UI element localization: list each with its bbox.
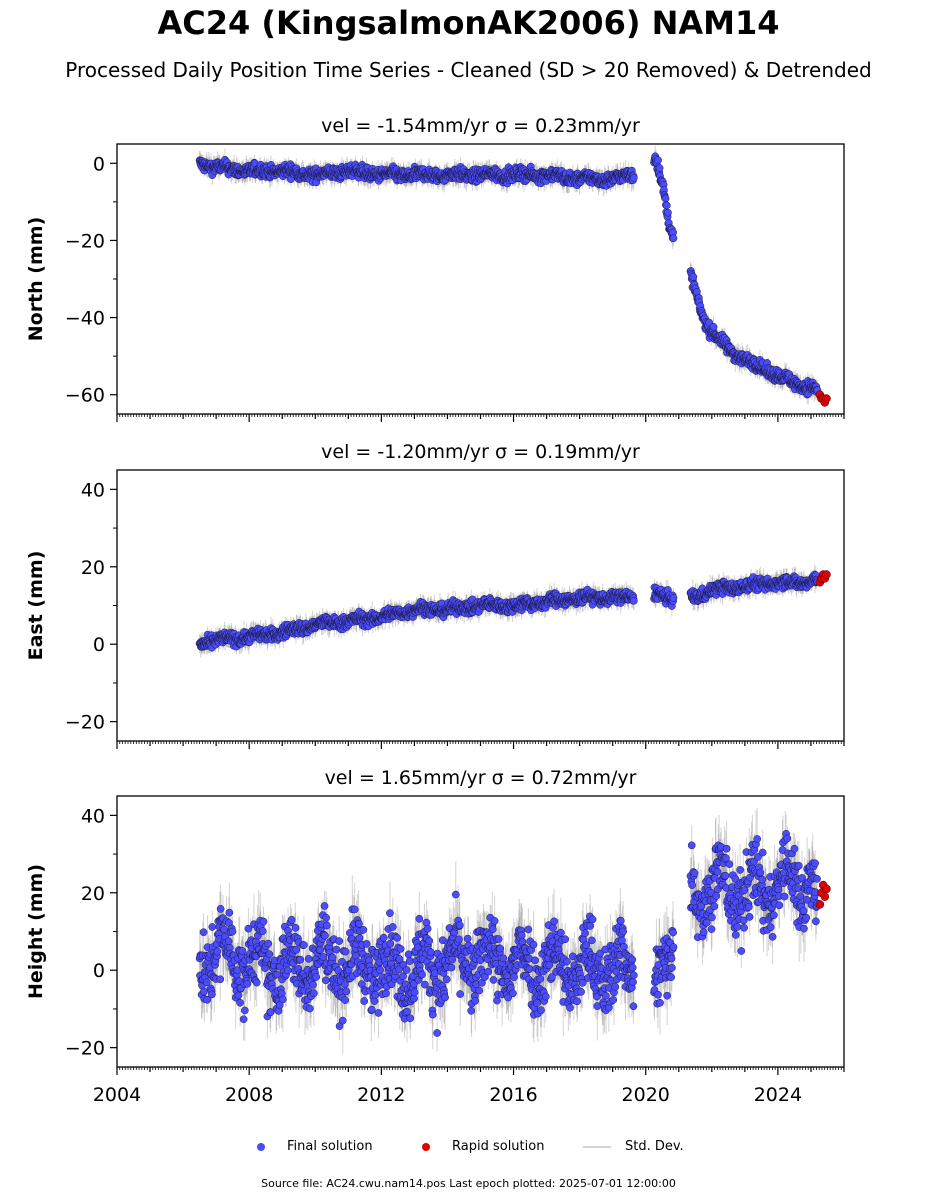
y-tick-label: −20	[65, 230, 105, 252]
panel-1: 0 −20 −40 −60 vel = -1.54mm/yr σ = 0.23mm/yr…	[25, 115, 845, 422]
final-point	[669, 234, 678, 243]
axes-frame	[116, 143, 845, 415]
chart-title: AC24 (KingsalmonAK2006) NAM14	[157, 4, 780, 42]
y-axis-label: North (mm)	[25, 217, 47, 342]
final-point	[664, 208, 672, 217]
final-point	[629, 173, 638, 182]
plot-area	[195, 564, 831, 658]
final-point	[654, 156, 662, 165]
final-series	[195, 152, 822, 399]
final-point	[661, 194, 670, 203]
y-tick-label: −60	[65, 385, 105, 407]
chart-subtitle: Processed Daily Position Time Series - C…	[65, 58, 872, 82]
panel-title: vel = -1.54mm/yr σ = 0.23mm/yr	[321, 115, 640, 137]
final-series	[195, 570, 822, 652]
rapid-series	[815, 390, 831, 407]
final-point	[689, 273, 698, 281]
plot-area	[195, 145, 831, 407]
y-tick-label: 0	[93, 153, 105, 175]
rapid-point	[822, 394, 831, 403]
final-point	[709, 322, 718, 331]
y-tick-label: −40	[65, 308, 105, 330]
final-point	[662, 201, 671, 210]
final-point	[655, 164, 664, 172]
